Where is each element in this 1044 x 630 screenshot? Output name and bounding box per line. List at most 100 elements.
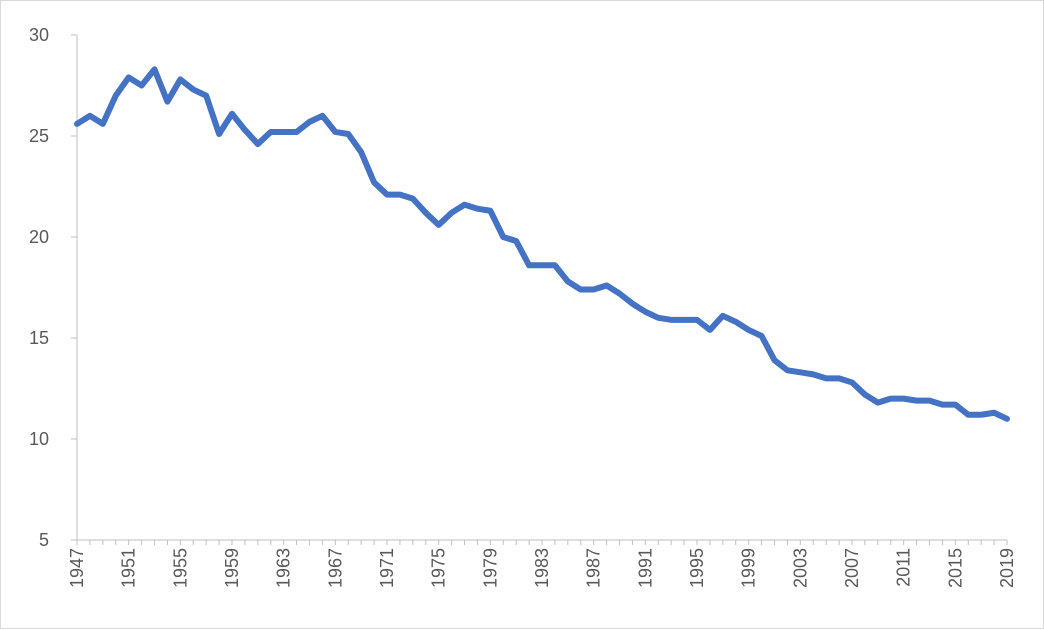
x-tick-label: 1999 [739,548,759,588]
series-group [74,66,1010,422]
data-point [115,95,117,97]
data-point [231,113,233,115]
data-point [528,264,530,266]
data-point [347,133,349,135]
data-point [218,133,220,135]
x-tick-label: 1951 [119,548,139,588]
data-point [812,373,814,375]
data-point [825,377,827,379]
data-point [451,212,453,214]
data-point [296,131,298,133]
x-tick-label: 1983 [532,548,552,588]
x-tick-label: 1963 [274,548,294,588]
x-tick-label: 1959 [222,548,242,588]
x-tick-label: 2003 [790,548,810,588]
data-point [257,143,259,145]
data-point [270,131,272,133]
data-point [283,131,285,133]
y-tick-label: 25 [29,126,49,146]
data-point [154,68,155,70]
y-tick-label: 10 [29,429,49,449]
data-point [399,194,401,196]
data-point [76,123,78,125]
y-tick-label: 5 [39,530,49,550]
data-point [722,315,724,317]
x-tick-label: 1991 [635,548,655,588]
data-point [644,311,646,313]
data-point [799,371,801,373]
data-point [309,121,310,123]
y-tick-label: 15 [29,328,49,348]
data-point [851,381,853,383]
data-point [657,317,659,319]
data-point [373,181,375,183]
data-point [631,303,633,305]
data-point [464,204,465,206]
data-point [321,115,323,117]
x-tick-label: 1955 [170,548,190,588]
data-point [567,280,569,282]
data-point [593,289,595,291]
data-point [489,210,491,212]
data-point [179,78,181,80]
data-point [838,377,840,379]
data-point [709,329,711,331]
data-point [748,329,750,331]
data-point [425,212,427,214]
x-tick-label: 2011 [894,548,914,587]
data-point [890,398,892,400]
data-point [554,264,556,266]
data-point [619,293,620,295]
y-tick-label: 20 [29,227,49,247]
x-tick-label: 1967 [325,548,345,588]
data-point [244,129,246,131]
data-point [929,400,930,402]
data-point [735,321,737,323]
data-point [903,398,905,400]
data-point [128,76,130,78]
y-axis-labels: 5 10 15 20 25 30 [29,25,49,550]
data-point [993,412,995,414]
data-point [166,101,168,103]
x-tick-label: 1987 [584,548,604,588]
x-tick-label: 1975 [429,548,449,588]
data-point [864,394,866,396]
x-tick-label: 2015 [945,548,965,588]
data-point [670,319,672,321]
data-point [438,224,440,226]
data-point [386,194,388,196]
x-tick-label: 1947 [67,548,87,588]
data-point [334,131,336,133]
data-point [786,369,788,371]
data-point [502,236,504,238]
data-point [1006,418,1008,420]
x-axis-labels: 1947 1951 1955 1959 1963 1967 1971 1975 1979 1983… [67,548,1017,588]
data-point [967,414,969,416]
series-line [74,66,1010,422]
data-point [761,335,763,337]
data-point [192,89,194,91]
data-point [89,115,91,117]
data-point [360,151,362,153]
data-point [580,289,582,291]
x-tick-label: 1995 [687,548,707,588]
data-point [941,404,943,406]
data-point [541,264,543,266]
data-point [102,123,104,125]
data-point [980,414,982,416]
axes [71,34,1008,545]
data-point [774,359,775,361]
data-point [606,284,608,286]
data-point [696,319,698,321]
data-point [877,402,879,404]
data-point [515,240,517,242]
x-tick-label: 1971 [377,548,397,588]
data-point [141,85,143,86]
x-tick-label: 2019 [997,548,1017,588]
data-point [205,95,207,97]
data-point [954,404,956,406]
y-tick-label: 30 [29,25,49,45]
data-point [683,319,685,321]
